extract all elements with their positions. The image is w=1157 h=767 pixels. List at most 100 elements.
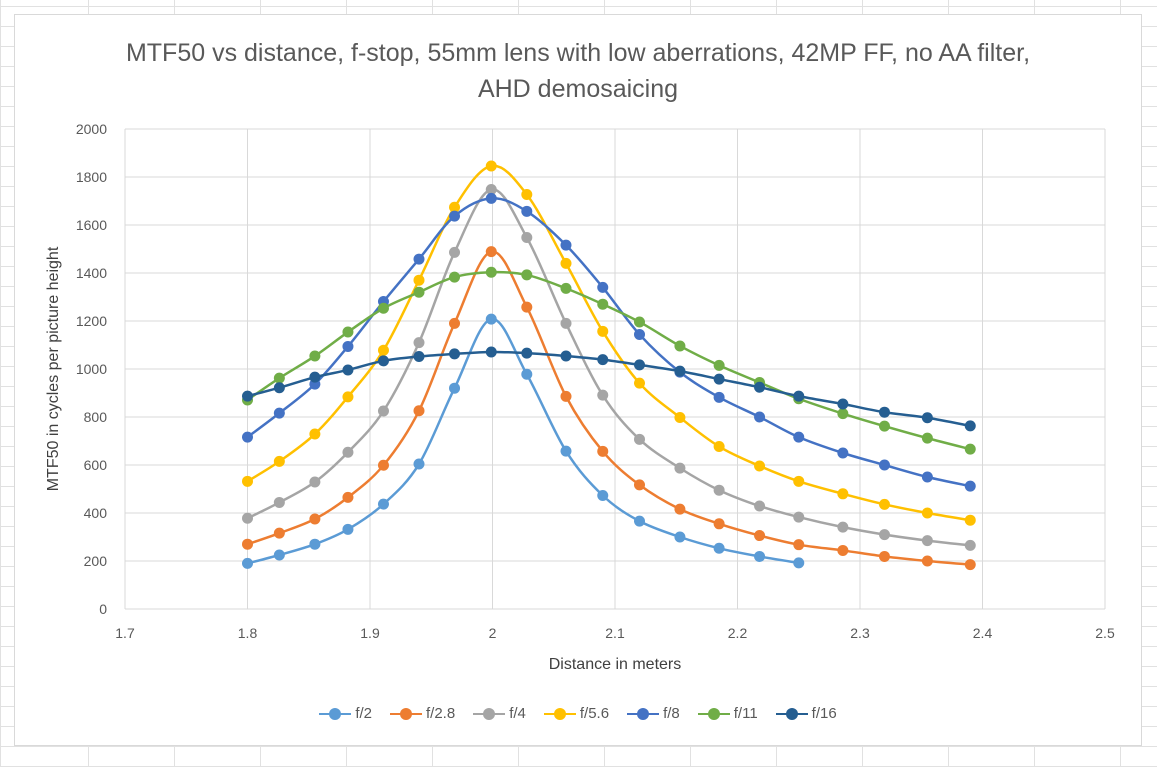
x-axis-label: Distance in meters (549, 656, 682, 673)
y-tick-label: 600 (84, 457, 108, 473)
data-point (485, 160, 497, 172)
data-point (837, 521, 849, 533)
data-point (242, 390, 253, 402)
legend-label: f/2.8 (426, 705, 456, 722)
data-point (597, 354, 609, 366)
legend-marker-icon (390, 707, 422, 720)
chart-title: MTF50 vs distance, f-stop, 55mm lens wit… (125, 39, 1031, 103)
x-tick-label: 2.3 (850, 625, 870, 641)
data-point (921, 555, 933, 567)
legend-label: f/16 (811, 705, 837, 722)
legend-item: f/4 (473, 705, 526, 722)
y-tick-label: 800 (84, 409, 108, 425)
data-point (921, 412, 933, 424)
data-point (634, 316, 645, 328)
data-point (837, 398, 849, 410)
data-point (713, 518, 725, 530)
data-point (560, 317, 572, 329)
data-point (560, 282, 572, 294)
data-point (449, 382, 461, 394)
data-point (793, 511, 805, 523)
series-f/2.8 (242, 246, 976, 571)
data-point (754, 530, 766, 542)
data-point (377, 459, 389, 471)
data-point (964, 514, 976, 526)
data-point (521, 269, 533, 281)
data-point (273, 407, 285, 419)
data-point (634, 433, 645, 445)
data-point (413, 405, 425, 417)
legend-item: f/2.8 (390, 705, 455, 722)
data-point (597, 489, 609, 501)
data-point (674, 462, 686, 474)
data-point (413, 351, 425, 363)
data-point (273, 496, 285, 508)
data-point (713, 373, 725, 385)
data-point (597, 281, 609, 293)
legend-marker-icon (543, 707, 576, 720)
data-point (309, 513, 321, 525)
data-point (242, 557, 253, 569)
data-point (597, 445, 609, 457)
data-point (309, 350, 321, 362)
data-point (309, 538, 321, 550)
data-point (413, 253, 425, 265)
data-point (342, 326, 354, 338)
data-point (273, 455, 285, 467)
data-point (273, 527, 285, 539)
data-point (342, 391, 354, 403)
chart-legend: f/2 f/2.8 f/4 f/5.6 f/8 f/11 f/16 (15, 705, 1141, 722)
data-point (674, 365, 686, 377)
data-point (485, 266, 497, 278)
x-tick-label: 2 (489, 625, 497, 641)
data-point (449, 348, 461, 360)
data-point (273, 549, 285, 561)
data-point (634, 359, 645, 371)
series-f/4 (242, 183, 976, 551)
x-tick-label: 1.8 (238, 625, 258, 641)
x-tick-label: 2.2 (728, 625, 748, 641)
legend-marker-icon (473, 707, 506, 720)
data-point (754, 550, 766, 562)
data-point (921, 471, 933, 483)
data-point (377, 405, 389, 417)
chart-area[interactable]: 1.7 1.8 1.9 2 2.1 2.2 2.3 2.4 2.5 0 200 400 600 800 10… (14, 14, 1142, 746)
data-point (793, 557, 805, 569)
data-point (713, 391, 725, 403)
data-point (377, 302, 389, 314)
y-tick-label: 1600 (76, 217, 107, 233)
data-point (449, 210, 461, 222)
data-point (413, 458, 425, 470)
data-point (597, 325, 609, 337)
data-point (521, 231, 533, 243)
series-f/5.6 (242, 160, 976, 526)
data-point (560, 239, 572, 251)
y-tick-label: 1400 (76, 265, 107, 281)
y-axis-label: MTF50 in cycles per picture height (45, 246, 62, 491)
data-point (342, 340, 354, 352)
data-point (485, 313, 497, 325)
series-line (247, 317, 799, 565)
data-point (597, 389, 609, 401)
y-tick-label: 1000 (76, 361, 107, 377)
data-point (634, 328, 645, 340)
data-point (837, 488, 849, 500)
legend-label: f/4 (509, 705, 526, 722)
data-point (793, 539, 805, 551)
data-point (879, 459, 890, 471)
data-point (521, 301, 533, 313)
data-point (597, 298, 609, 310)
data-point (449, 201, 461, 213)
data-point (413, 274, 425, 286)
data-point (273, 382, 285, 394)
data-point (560, 390, 572, 402)
data-point (793, 475, 805, 487)
data-point (793, 390, 805, 402)
y-tick-label: 1800 (76, 169, 107, 185)
data-point (413, 337, 425, 349)
data-point (879, 406, 890, 418)
data-point (964, 559, 976, 571)
data-point (342, 364, 354, 376)
legend-label: f/8 (663, 705, 680, 722)
data-point (713, 484, 725, 496)
